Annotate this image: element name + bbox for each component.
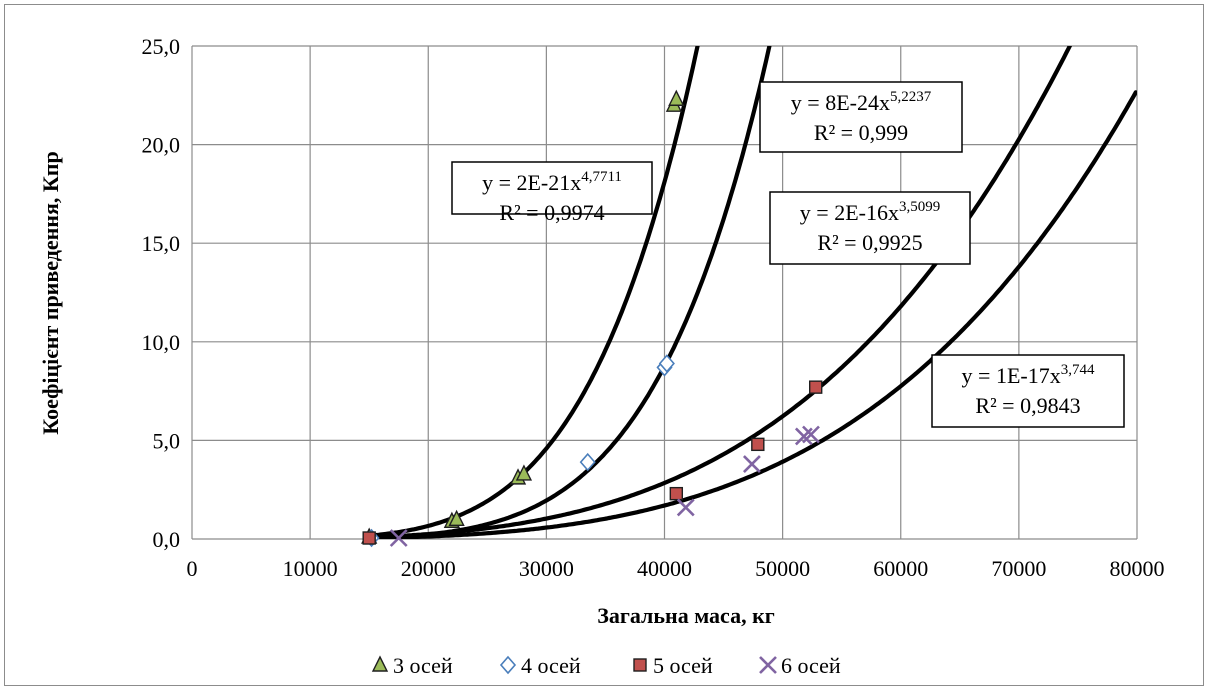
r-squared-text: R² = 0,999 [814, 120, 908, 145]
x-tick-label: 0 [187, 556, 198, 581]
equation-box: y = 8E-24x5,2237 R² = 0,999 [759, 81, 963, 153]
x-tick-label: 10000 [283, 556, 338, 581]
data-point [676, 498, 695, 517]
legend-label: 6 осей [781, 653, 841, 678]
y-tick-label: 20,0 [142, 133, 181, 158]
trendline-curve [396, 90, 1137, 539]
data-point [448, 509, 465, 526]
data-point [362, 531, 376, 545]
y-tick-label: 25,0 [142, 34, 181, 59]
y-tick-label: 15,0 [142, 231, 181, 256]
trendline-curve [367, 46, 700, 538]
legend: 3 осей 4 осей 5 осей 6 осей [371, 653, 841, 678]
data-point [515, 464, 533, 481]
trendline-curve [367, 46, 1073, 539]
r-squared-text: R² = 0,9925 [817, 230, 922, 255]
r-squared-text: R² = 0,9843 [975, 393, 1080, 418]
data-points [361, 89, 823, 548]
equation-text: y = 1E-17x3,744 [962, 362, 1095, 388]
legend-item: 5 осей [633, 653, 713, 678]
grid [191, 45, 1138, 540]
x-axis-title: Загальна маса, кг [597, 603, 774, 628]
data-point [658, 354, 675, 373]
trendline-equations: y = 2E-21x4,7711 R² = 0,9974 y = 8E-24x5,2… [451, 81, 1125, 428]
x-tick-label: 80000 [1110, 556, 1165, 581]
x-tick-label: 40000 [637, 556, 692, 581]
data-point [579, 452, 596, 472]
equation-box-frame [759, 81, 963, 153]
r-squared-text: R² = 0,9974 [499, 200, 604, 225]
data-point [802, 425, 820, 444]
legend-label: 5 осей [653, 653, 713, 678]
legend-label: 3 осей [393, 653, 453, 678]
legend-marker [371, 655, 389, 672]
data-point [742, 455, 761, 473]
data-point [809, 380, 823, 394]
equation-box-frame [931, 354, 1125, 428]
equation-text: y = 2E-21x4,7711 [482, 169, 622, 195]
trendlines [367, 46, 1137, 539]
y-axis-title: Коефіцієнт приведення, Кпр [38, 151, 63, 434]
data-point [751, 437, 765, 452]
tick-labels: 0 10000 20000 30000 40000 50000 60000 70000 8000… [142, 34, 1165, 581]
x-tick-label: 30000 [519, 556, 574, 581]
x-tick-label: 50000 [755, 556, 810, 581]
legend-marker [499, 655, 517, 675]
legend-item: 3 осей [371, 653, 453, 678]
y-tick-label: 10,0 [142, 330, 181, 355]
y-tick-label: 0,0 [153, 527, 181, 552]
equation-box: y = 2E-16x3,5099 R² = 0,9925 [769, 191, 971, 265]
legend-item: 4 осей [499, 653, 581, 678]
x-tick-label: 20000 [401, 556, 456, 581]
equation-box-frame [451, 161, 653, 215]
equation-box: y = 2E-21x4,7711 R² = 0,9974 [451, 161, 653, 225]
y-tick-label: 5,0 [153, 428, 181, 453]
chart-frame [4, 4, 1204, 686]
equation-box: y = 1E-17x3,744 R² = 0,9843 [931, 354, 1125, 428]
legend-marker [759, 656, 777, 674]
legend-item: 6 осей [759, 653, 841, 678]
data-point [668, 89, 685, 106]
legend-marker [633, 658, 647, 672]
equation-text: y = 8E-24x5,2237 [791, 89, 932, 115]
data-point [669, 486, 684, 501]
equation-text: y = 2E-16x3,5099 [800, 199, 940, 225]
legend-label: 4 осей [521, 653, 581, 678]
x-tick-label: 60000 [873, 556, 928, 581]
x-tick-label: 70000 [991, 556, 1046, 581]
data-point [389, 529, 408, 547]
equation-box-frame [769, 191, 971, 265]
